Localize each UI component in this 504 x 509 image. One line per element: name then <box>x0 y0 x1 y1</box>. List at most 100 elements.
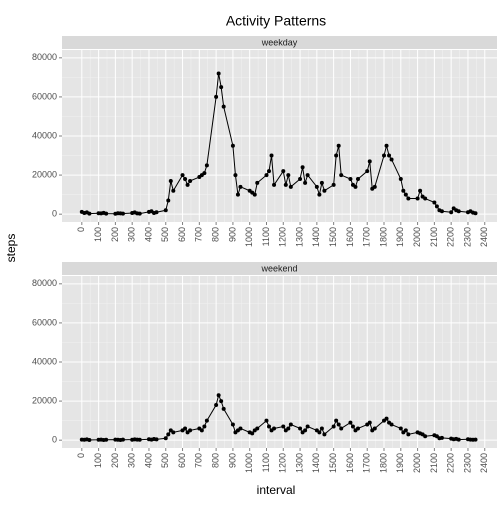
point <box>269 153 274 158</box>
x-tick-label: 100 <box>93 227 103 242</box>
point <box>473 437 478 442</box>
point <box>336 422 341 427</box>
point <box>272 426 277 431</box>
y-tick-label: 20000 <box>32 169 57 179</box>
point <box>339 173 344 178</box>
point <box>398 426 403 431</box>
point <box>367 420 372 425</box>
point <box>163 436 168 441</box>
x-tick-label: 2000 <box>412 453 422 473</box>
chart-title: Activity Patterns <box>226 13 326 29</box>
point <box>272 182 277 187</box>
point <box>286 426 291 431</box>
point <box>252 192 257 197</box>
point <box>403 192 408 197</box>
y-tick-label: 80000 <box>32 278 57 288</box>
strip-label: weekday <box>261 37 298 47</box>
x-tick-label: 300 <box>127 453 137 468</box>
point <box>238 184 243 189</box>
point <box>219 85 224 90</box>
point <box>322 432 327 437</box>
point <box>334 153 339 158</box>
point <box>317 430 322 435</box>
point <box>104 211 109 216</box>
x-tick-label: 800 <box>210 453 220 468</box>
point <box>300 165 305 170</box>
point <box>87 437 92 442</box>
x-tick-label: 500 <box>160 227 170 242</box>
point <box>154 210 159 215</box>
x-tick-label: 1200 <box>278 453 288 473</box>
x-tick-label: 400 <box>143 453 153 468</box>
x-tick-label: 1600 <box>345 227 355 247</box>
point <box>180 173 185 178</box>
point <box>264 173 269 178</box>
point <box>230 143 235 148</box>
point <box>199 428 204 433</box>
x-tick-label: 1300 <box>294 453 304 473</box>
point <box>188 428 193 433</box>
point <box>204 163 209 168</box>
point <box>235 192 240 197</box>
point <box>353 184 358 189</box>
y-tick-label: 80000 <box>32 52 57 62</box>
y-tick-label: 40000 <box>32 356 57 366</box>
point <box>372 426 377 431</box>
x-tick-label: 500 <box>160 453 170 468</box>
point <box>137 437 142 442</box>
point <box>334 418 339 423</box>
point <box>298 177 303 181</box>
x-tick-label: 2100 <box>429 453 439 473</box>
x-tick-label: 800 <box>210 227 220 242</box>
point <box>281 424 286 429</box>
y-axis-label: steps <box>4 234 18 263</box>
point <box>398 177 403 181</box>
point <box>389 422 394 427</box>
point <box>387 153 392 158</box>
point <box>439 435 444 440</box>
point <box>255 180 260 185</box>
point <box>286 173 291 178</box>
point <box>423 434 428 439</box>
x-tick-label: 1100 <box>261 227 271 246</box>
point <box>355 177 360 181</box>
x-tick-label: 2300 <box>462 227 472 247</box>
point <box>348 420 353 425</box>
point <box>171 188 176 193</box>
point <box>339 426 344 431</box>
point <box>214 403 219 407</box>
point <box>456 437 461 442</box>
point <box>137 211 142 216</box>
point <box>166 432 171 437</box>
point <box>267 169 272 174</box>
point <box>120 437 125 442</box>
x-tick-label: 2400 <box>479 453 489 473</box>
point <box>283 182 288 187</box>
point <box>216 393 221 398</box>
point <box>202 424 207 429</box>
point <box>154 437 159 442</box>
x-tick-label: 1600 <box>345 453 355 473</box>
point <box>221 406 226 411</box>
point <box>166 198 171 203</box>
point <box>305 424 310 429</box>
point <box>185 182 190 187</box>
point <box>456 209 461 214</box>
point <box>406 432 411 437</box>
x-tick-label: 100 <box>93 453 103 468</box>
y-tick-label: 60000 <box>32 91 57 101</box>
point <box>298 426 303 431</box>
point <box>473 211 478 216</box>
x-tick-label: 600 <box>177 227 187 242</box>
y-tick-label: 0 <box>52 209 57 219</box>
point <box>171 430 176 435</box>
point <box>314 184 319 189</box>
point <box>168 178 173 183</box>
point <box>403 428 408 433</box>
point <box>233 173 238 178</box>
point <box>264 418 269 423</box>
x-tick-label: 1200 <box>278 227 288 247</box>
point <box>365 169 370 174</box>
point <box>319 180 324 185</box>
point <box>355 426 360 431</box>
